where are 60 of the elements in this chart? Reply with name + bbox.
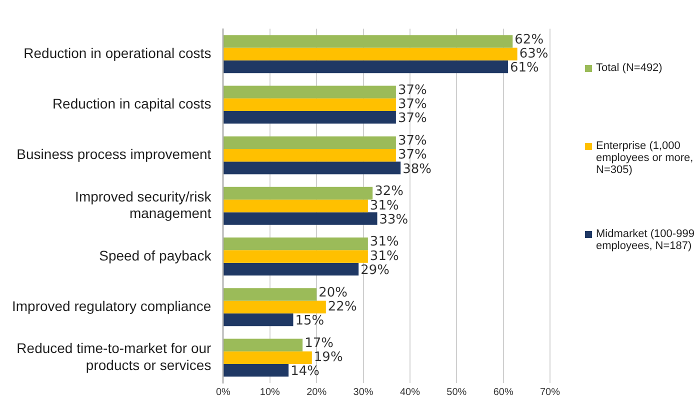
bar — [224, 148, 396, 162]
bar — [224, 136, 396, 149]
data-label: 15% — [295, 314, 324, 329]
x-tick-label: 40% — [400, 386, 420, 398]
x-tick-label: 60% — [493, 386, 514, 398]
bar — [224, 60, 508, 74]
y-tick-label: Business process improvement — [16, 146, 212, 162]
data-label: 37% — [398, 134, 427, 149]
bar — [224, 212, 378, 225]
x-tick-label: 50% — [446, 386, 467, 398]
bar — [224, 111, 396, 124]
y-tick-label: Improved security/risk management — [75, 188, 212, 222]
data-label: 14% — [290, 364, 320, 380]
bar — [224, 200, 368, 212]
bar — [224, 162, 401, 174]
bar — [224, 250, 368, 263]
bar — [224, 288, 317, 301]
bar — [224, 262, 359, 276]
data-label: 37% — [398, 82, 427, 98]
data-label: 20% — [318, 285, 348, 300]
data-label: 32% — [374, 184, 404, 200]
data-label: 63% — [519, 46, 548, 62]
x-tick-label: 30% — [353, 386, 374, 398]
legend-label: Midmarket (100-999 employees, N=187) — [596, 228, 695, 252]
y-tick-label: Speed of payback — [99, 247, 212, 264]
data-label: 31% — [370, 248, 399, 264]
legend-label: Total (N=492) — [596, 62, 662, 74]
bar — [224, 35, 513, 48]
bar — [224, 186, 373, 200]
legend-label: Enterprise (1,000 employees or more, N=305) — [596, 140, 694, 176]
x-tick-label: 70% — [540, 386, 560, 398]
bar — [224, 300, 326, 314]
bar — [224, 351, 312, 364]
bar — [224, 86, 396, 98]
y-tick-label: Reduction in operational costs — [24, 44, 212, 61]
y-tick-label: Reduction in capital costs — [52, 96, 212, 112]
data-label: 37% — [398, 111, 427, 126]
bar — [224, 98, 396, 112]
data-label: 19% — [314, 350, 343, 366]
data-label: 33% — [379, 212, 408, 228]
data-label: 29% — [360, 263, 390, 278]
y-tick-label: Improved regulatory compliance — [12, 298, 212, 314]
bar — [224, 364, 289, 377]
data-label: 22% — [328, 299, 357, 314]
x-tick-label: 20% — [306, 386, 327, 398]
data-label: 38% — [402, 162, 432, 177]
x-tick-label: 0% — [216, 386, 231, 398]
bar — [224, 238, 368, 250]
data-label: 61% — [510, 60, 539, 76]
bar — [224, 48, 518, 60]
data-label: 31% — [370, 234, 399, 250]
y-tick-label: Reduced time-to-market for our products or services — [16, 340, 212, 373]
x-tick-label: 10% — [260, 386, 280, 398]
data-label: 37% — [398, 97, 427, 112]
data-label: 17% — [304, 336, 334, 351]
data-label: 62% — [514, 32, 544, 48]
bar — [224, 338, 303, 352]
bar — [224, 313, 294, 326]
data-label: 31% — [370, 198, 399, 214]
data-label: 37% — [398, 148, 427, 163]
